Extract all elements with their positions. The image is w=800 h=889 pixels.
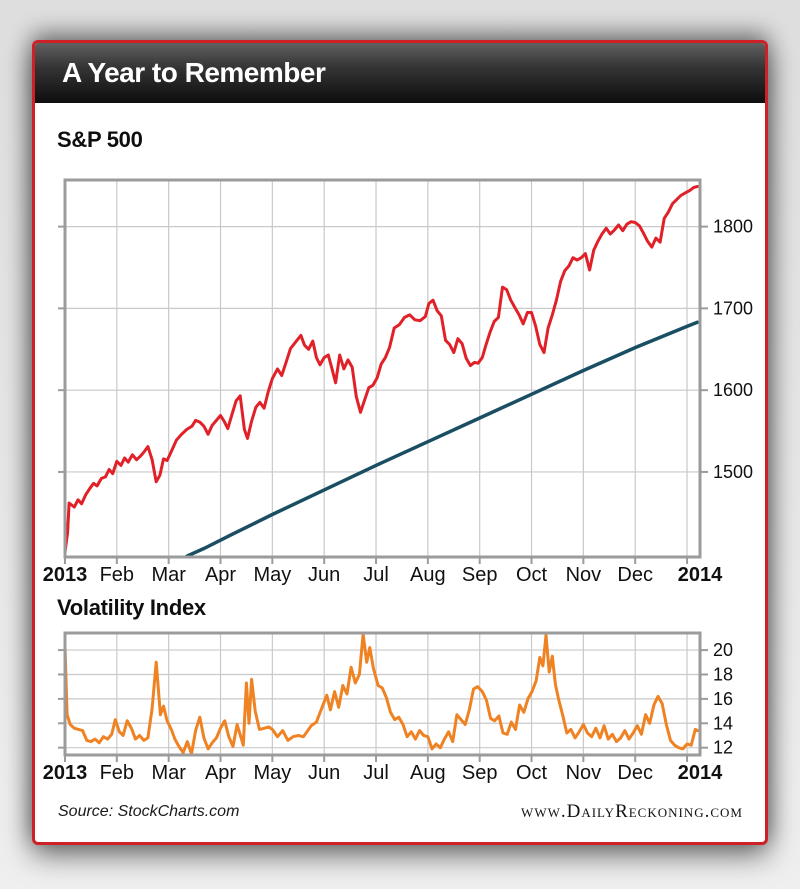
source-credit: Source: StockCharts.com: [58, 803, 240, 820]
sp500-chart: 1500 1600 1700 1800 2013 Feb Mar Apr May Jun Jul Au…: [35, 178, 760, 601]
x-tick-label: Oct: [516, 762, 548, 784]
x-tick-label: 2014: [678, 564, 723, 586]
y-tick-label: 18: [713, 664, 733, 684]
y-tick-label: 20: [713, 640, 733, 660]
series-line: [185, 320, 700, 558]
site-credit: www.DailyReckoning.com: [521, 801, 743, 822]
x-tick-label: Aug: [410, 564, 446, 586]
page-title: A Year to Remember: [62, 57, 326, 88]
x-tick-label: Jul: [363, 762, 389, 784]
y-tick-label: 1500: [713, 462, 753, 482]
chart-card: A Year to Remember S&P 500 1500 1600 1700 1…: [32, 40, 768, 845]
y-tick-label: 1800: [713, 217, 753, 237]
x-tick-label: 2013: [43, 762, 88, 784]
plot-border: [63, 631, 702, 757]
x-tick-label: Feb: [100, 762, 134, 784]
plot-border: [63, 178, 702, 559]
series-line: [63, 632, 699, 756]
x-tick-label: Jul: [363, 564, 389, 586]
x-tick-label: Apr: [205, 564, 236, 586]
x-tick-label: Jun: [308, 564, 340, 586]
vix-chart: 12 14 16 18 20 2013 Feb Mar Apr May Jun Jul Aug Sep Oc…: [35, 631, 760, 792]
y-tick-label: 1600: [713, 380, 753, 400]
x-tick-label: Dec: [617, 564, 653, 586]
footer: Source: StockCharts.com www.DailyReckoni…: [35, 799, 765, 833]
x-tick-label: Mar: [151, 762, 186, 784]
x-tick-label: May: [253, 564, 291, 586]
x-tick-label: Dec: [617, 762, 653, 784]
x-tick-label: Feb: [100, 564, 134, 586]
x-tick-label: Sep: [462, 564, 498, 586]
chart-canvas: 1500 1600 1700 1800 2013 Feb Mar Apr May Jun Jul Au…: [43, 178, 753, 586]
x-tick-label: May: [253, 762, 291, 784]
header-bar: A Year to Remember: [35, 43, 765, 103]
x-tick-label: Nov: [566, 564, 602, 586]
y-tick-label: 14: [713, 713, 733, 733]
x-tick-label: Nov: [566, 762, 602, 784]
x-tick-label: Apr: [205, 762, 236, 784]
x-tick-label: Mar: [151, 564, 186, 586]
y-tick-label: 1700: [713, 298, 753, 318]
y-tick-label: 12: [713, 738, 733, 758]
y-tick-label: 16: [713, 689, 733, 709]
x-tick-label: Jun: [308, 762, 340, 784]
x-tick-label: Oct: [516, 564, 548, 586]
chart-canvas: 12 14 16 18 20 2013 Feb Mar Apr May Jun Jul Aug Sep Oc…: [43, 631, 733, 784]
x-tick-label: 2013: [43, 564, 88, 586]
x-tick-label: Sep: [462, 762, 498, 784]
x-tick-label: 2014: [678, 762, 723, 784]
x-tick-label: Aug: [410, 762, 446, 784]
vix-chart-title: Volatility Index: [57, 595, 206, 620]
series-line: [63, 185, 699, 554]
sp500-chart-title: S&P 500: [57, 127, 143, 152]
